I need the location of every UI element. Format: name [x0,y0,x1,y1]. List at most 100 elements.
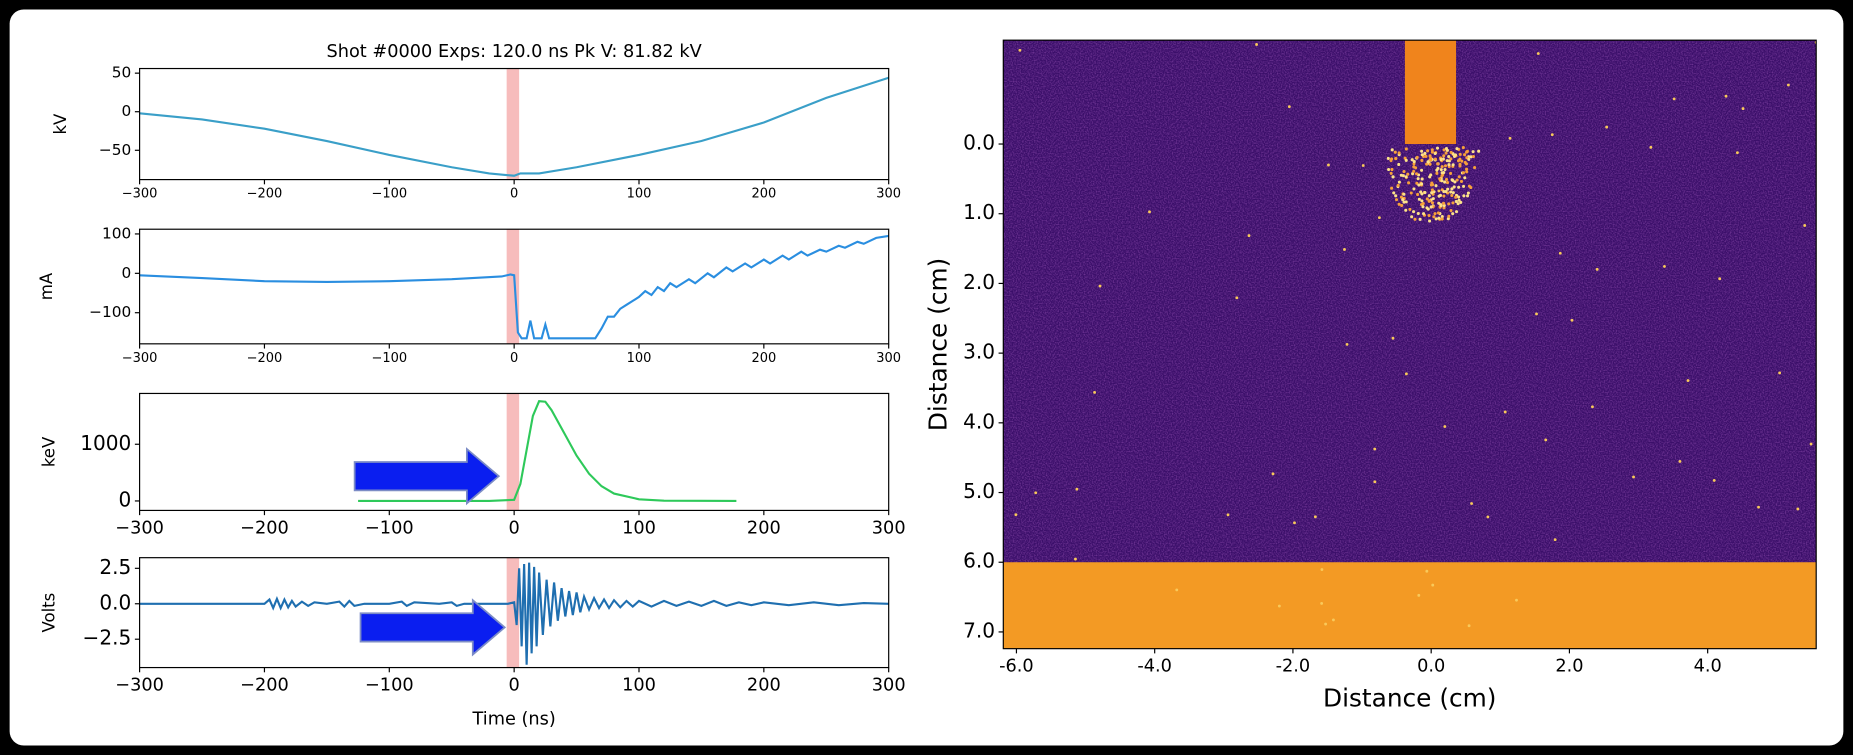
speckle [1409,191,1413,195]
speckle [1663,264,1666,268]
speckle [1452,185,1456,189]
speckle [1018,48,1022,52]
speckle [1451,191,1455,195]
chart-title: Shot #0000 Exps: 120.0 ns Pk V: 81.82 kV [327,42,702,62]
speckle [1469,185,1473,190]
speckle [1536,52,1540,55]
speckle [1402,192,1406,196]
y-tick-label: 1.0 [963,200,995,224]
speckle [1401,198,1405,202]
y-tick-label: −50 [99,141,131,159]
y-axis-label: mA [37,272,56,300]
speckle [1477,149,1481,153]
x-tick-label: 0 [509,676,520,696]
speckle [1320,568,1324,571]
x-tick-label: −100 [371,187,407,202]
speckle [1439,158,1443,162]
speckle [1324,622,1328,626]
speckle [1449,208,1453,213]
speckle [1433,212,1437,216]
x-tick-label: −200 [247,187,283,202]
speckle [1466,194,1470,198]
speckle [1457,185,1461,189]
speckle [1406,172,1410,176]
x-tick-label: 100 [622,518,656,538]
speckle [1404,158,1408,162]
speckle [1473,166,1477,170]
speckle [1803,224,1807,227]
speckle [1415,172,1419,176]
speckle [1450,187,1454,191]
speckle [1463,176,1467,180]
speckle [1457,198,1461,202]
speckle [1389,158,1393,163]
speckle [1411,172,1415,176]
speckle [1277,604,1281,608]
speckle [1386,156,1390,160]
x-tick-label: −200 [247,351,283,366]
speckle [1404,372,1408,376]
speckle [1430,148,1434,152]
speckle [1446,187,1450,191]
x-tick-label: 300 [872,518,906,538]
speckle [1387,167,1391,172]
speckle [1413,217,1417,221]
speckle [1271,472,1275,476]
speckle [1437,189,1441,193]
speckle [1320,601,1324,605]
speckle [1417,197,1421,201]
speckle [1327,163,1330,167]
speckle [1433,157,1437,161]
speckle [1416,192,1420,197]
x-tick-label: 0 [510,187,518,202]
y-tick-label: 0 [122,264,132,282]
data-line [139,562,889,665]
speckle [1430,191,1434,195]
speckle [1595,267,1599,271]
y-tick-label: 2.5 [99,555,131,579]
speckle [1415,181,1419,185]
speckle [1437,194,1441,198]
speckle [1459,179,1464,183]
speckle [1443,167,1447,172]
speckle [1391,175,1395,179]
speckle [1390,148,1394,152]
speckle [1442,154,1446,158]
speckle [1465,170,1469,174]
speckle [1436,162,1440,166]
x-tick-label: 100 [622,676,656,696]
speckle [1435,146,1440,150]
speckle [1558,251,1562,255]
speckle [1458,157,1462,161]
speckle [1453,180,1457,184]
speckle [1471,154,1476,159]
speckle [1399,195,1403,199]
speckle [1408,207,1412,211]
speckle [1786,83,1790,87]
speckle [1435,168,1439,172]
speckle [1394,194,1398,198]
speckle [1425,197,1429,201]
speckle [1455,147,1459,151]
speckle [1093,390,1097,394]
speckle [1434,217,1438,221]
y-tick-label: 0.0 [99,590,131,614]
y-tick-label: 2.0 [963,270,995,294]
speckle [1465,149,1469,153]
speckle [1313,515,1317,519]
speckle [1443,180,1447,184]
speckle [1463,153,1467,157]
speckle [1470,502,1473,505]
x-tick-label: 0 [510,351,518,366]
speckle [1420,199,1424,203]
speckle [1361,164,1365,167]
x-tick-label: −300 [122,187,158,202]
speckle [1465,167,1469,171]
speckle [1444,189,1448,194]
speckle [1454,210,1459,214]
speckle [1428,162,1432,166]
x-tick-label: -6.0 [999,657,1034,677]
speckle [1394,157,1398,161]
speckle [1442,201,1446,205]
subplot: −300 −200 −100 0 100 200 300 −100 0 100 mA [37,224,901,365]
